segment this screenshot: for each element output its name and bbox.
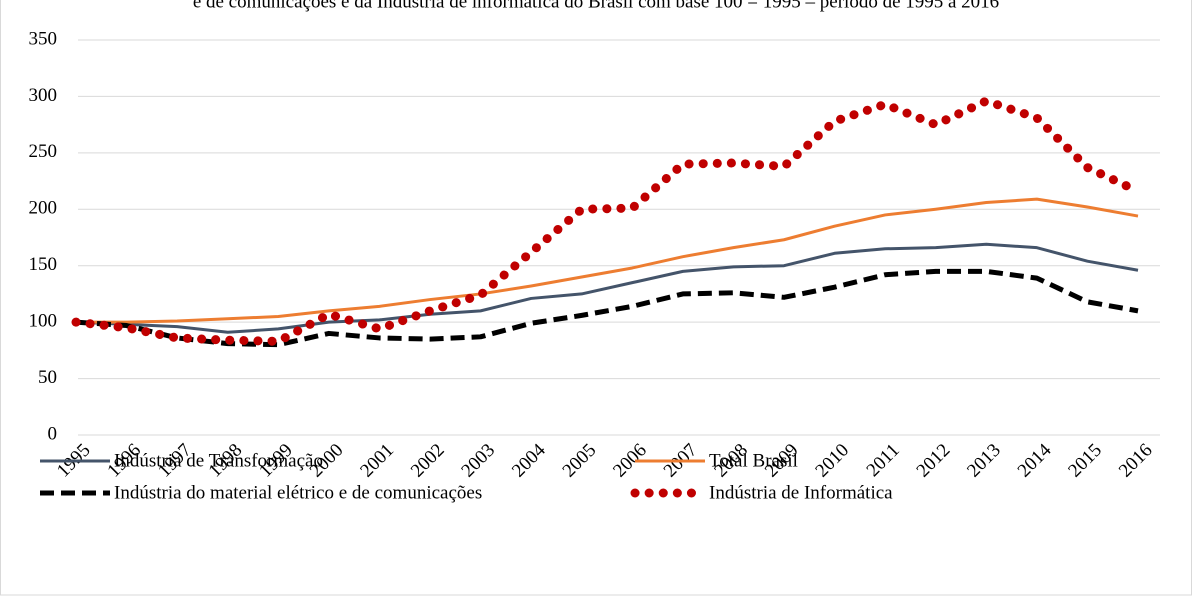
series-line — [75, 268, 1139, 348]
y-tick-label: 200 — [29, 198, 58, 219]
y-tick-label: 150 — [29, 254, 58, 275]
x-tick-label: 2004 — [508, 439, 550, 481]
x-tick-label: 2012 — [913, 440, 955, 482]
x-tick-label: 2001 — [356, 440, 398, 482]
legend-label: Indústria de Transformação — [114, 450, 323, 471]
y-tick-label: 0 — [48, 423, 58, 444]
series-line — [76, 197, 1139, 324]
chart-title: e de comunicações e da Indústria de info… — [193, 0, 999, 12]
y-tick-label: 100 — [29, 311, 58, 332]
x-tick-label: 2013 — [963, 440, 1005, 482]
series-line — [75, 242, 1139, 334]
x-tick-label: 2010 — [811, 440, 853, 482]
x-tick-label: 2005 — [559, 440, 601, 482]
x-tick-label: 2015 — [1064, 440, 1106, 482]
legend-label: Total Brasil — [709, 450, 798, 471]
x-tick-label: 2011 — [863, 440, 904, 481]
series-line — [71, 96, 1143, 346]
x-tick-label: 2003 — [457, 440, 499, 482]
legend-label: Indústria de Informática — [709, 482, 893, 503]
x-tick-label: 2002 — [407, 440, 449, 482]
legend-label: Indústria do material elétrico e de comu… — [114, 482, 482, 503]
x-tick-label: 2014 — [1014, 439, 1056, 481]
y-tick-label: 350 — [29, 28, 58, 49]
y-tick-label: 300 — [29, 85, 58, 106]
x-tick-label: 2016 — [1115, 440, 1157, 482]
y-tick-label: 50 — [38, 367, 57, 388]
y-tick-label: 250 — [29, 141, 58, 162]
